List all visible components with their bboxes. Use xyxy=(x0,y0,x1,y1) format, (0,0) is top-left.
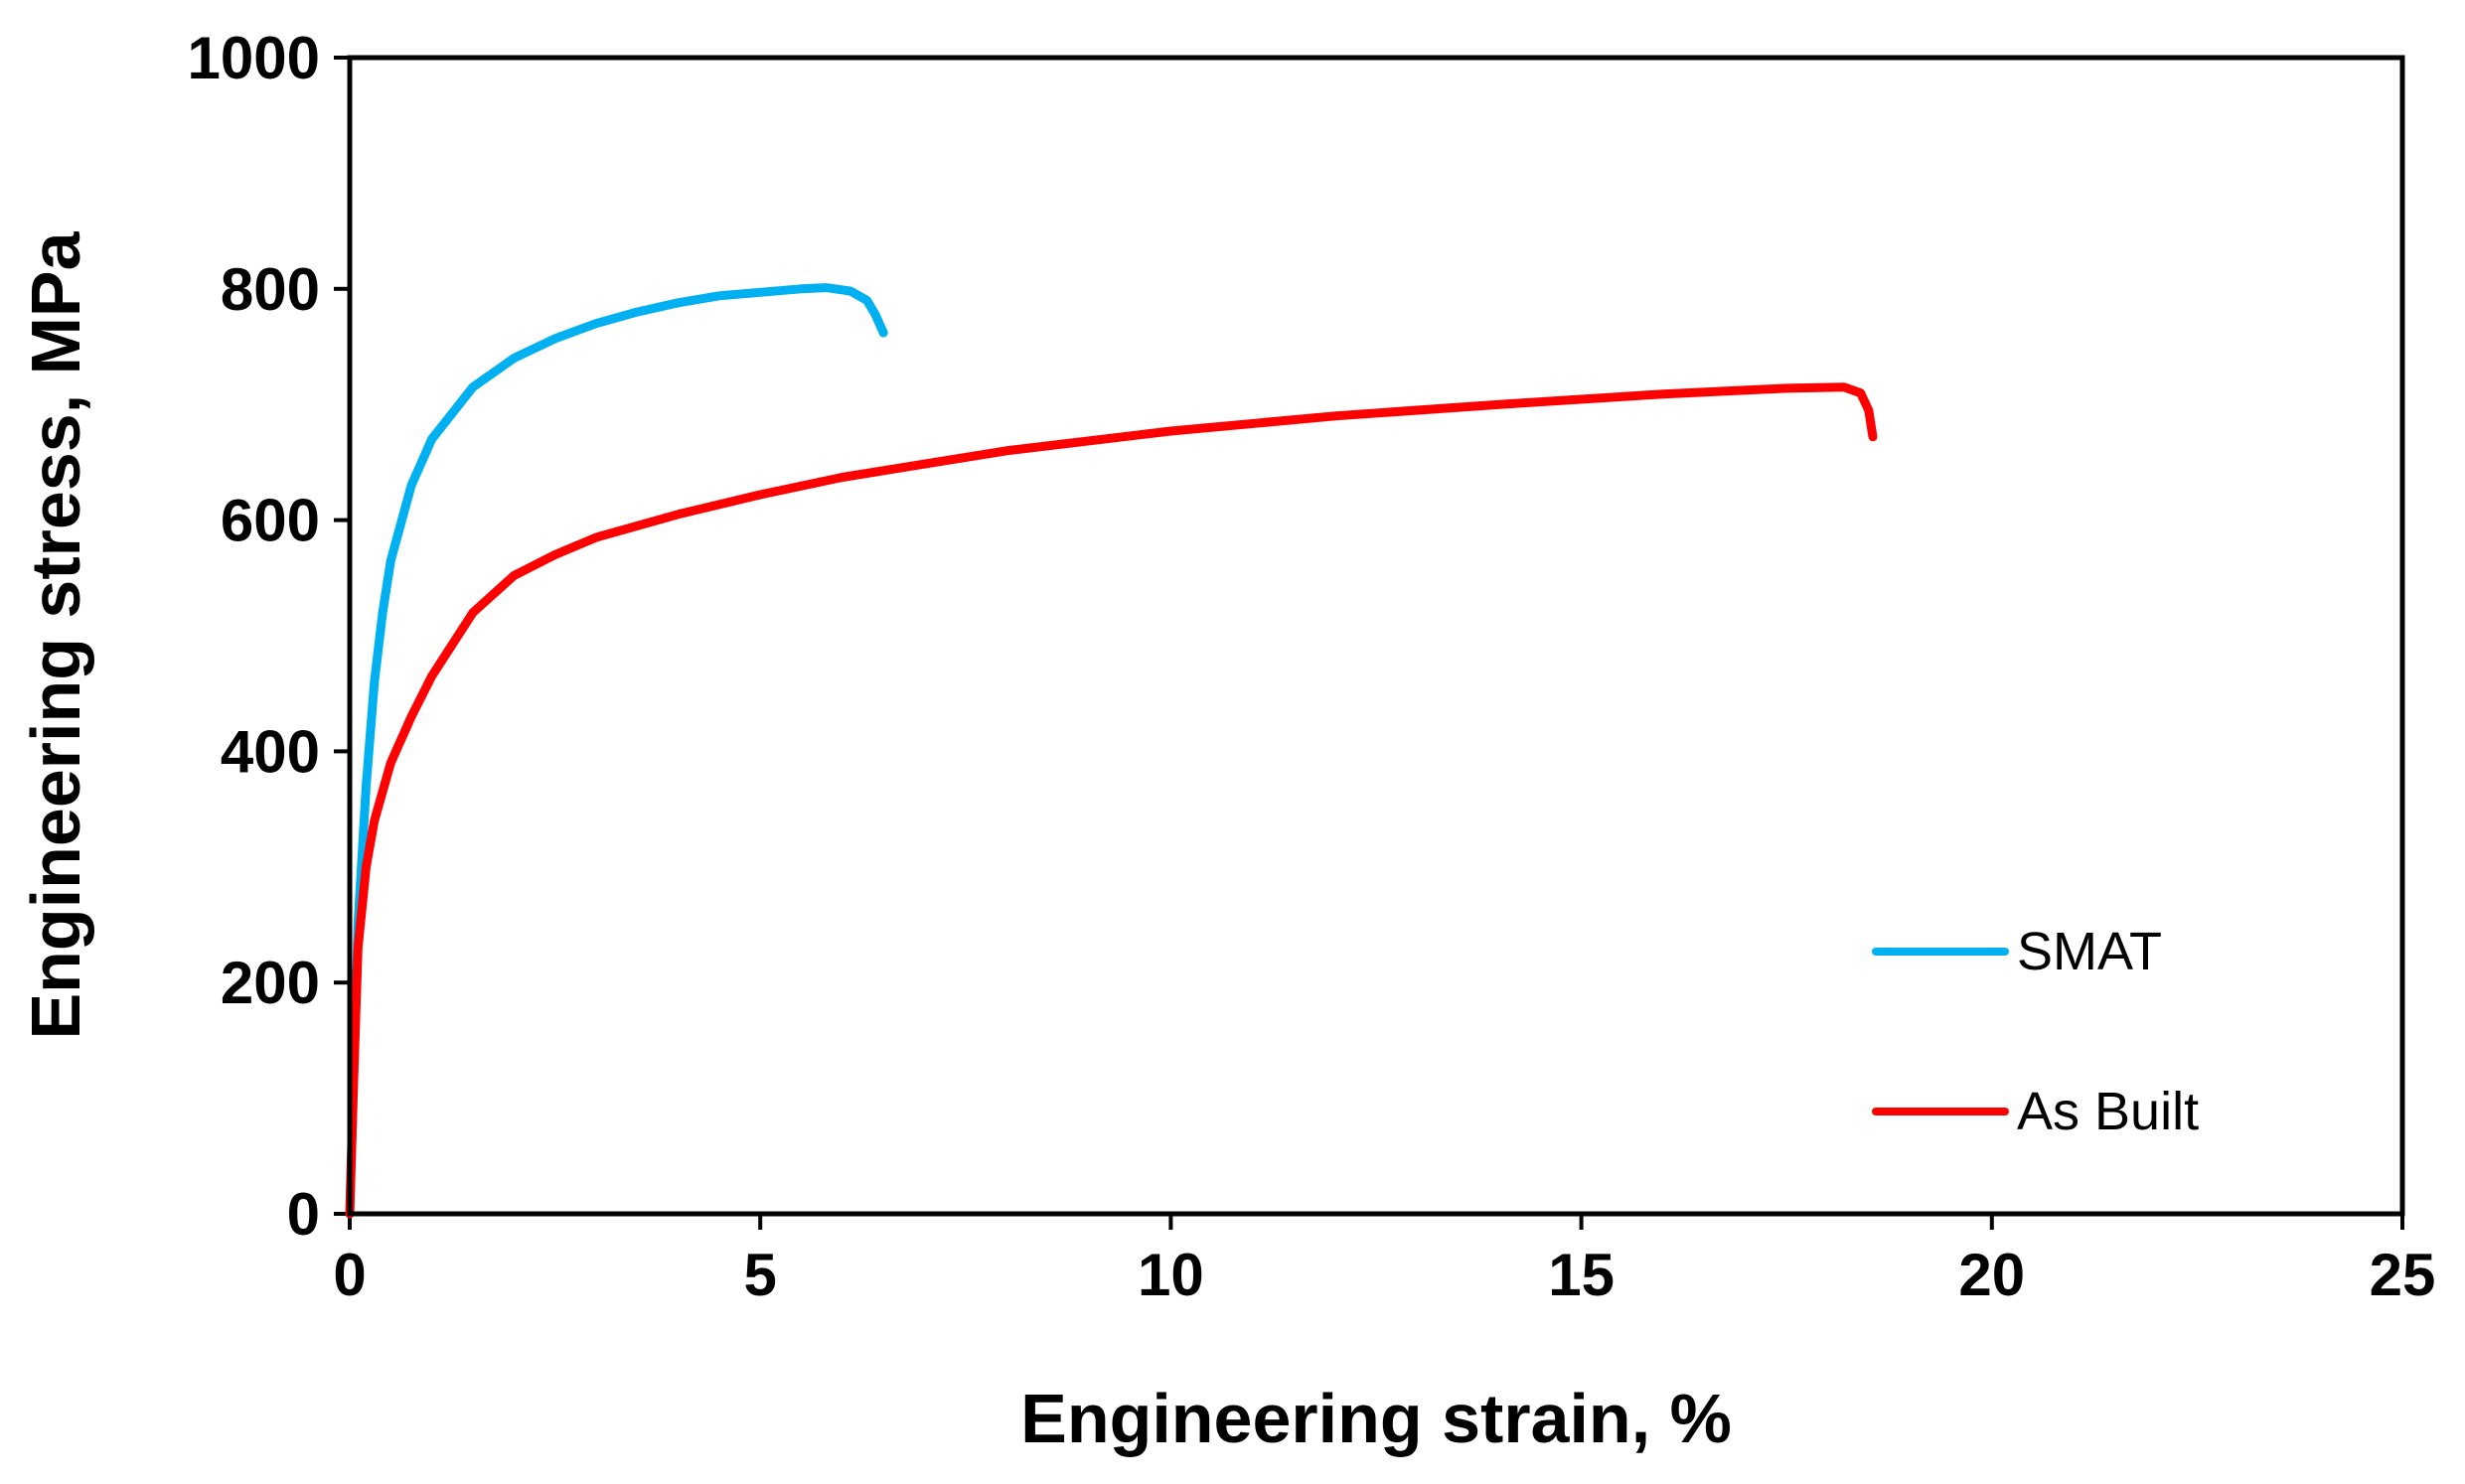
x-axis-title: Engineering strain, % xyxy=(1020,1380,1732,1457)
y-tick-label: 600 xyxy=(221,488,320,554)
legend-label-as-built: As Built xyxy=(2017,1082,2199,1141)
y-tick-label: 400 xyxy=(221,718,320,785)
y-axis-ticks: 0 200 400 600 800 1000 xyxy=(188,25,350,1248)
y-tick-label: 0 xyxy=(287,1181,320,1248)
series-line-smat xyxy=(345,283,888,1219)
x-tick-label: 25 xyxy=(2370,1242,2436,1308)
plot-area-frame xyxy=(347,55,2405,1217)
x-tick-label: 20 xyxy=(1958,1242,2025,1308)
x-tick-label: 0 xyxy=(333,1242,366,1308)
x-tick-label: 10 xyxy=(1138,1242,1204,1308)
y-tick-label: 1000 xyxy=(188,25,320,91)
y-tick-label: 800 xyxy=(221,256,320,323)
y-tick-label: 200 xyxy=(221,950,320,1016)
y-axis-title: Engineering stress, MPa xyxy=(17,230,94,1039)
series-layer xyxy=(345,283,1878,1219)
legend-label-smat: SMAT xyxy=(2017,922,2162,981)
x-tick-label: 5 xyxy=(744,1242,777,1308)
series-line-as-built xyxy=(345,382,1878,1219)
x-axis-ticks: 0 5 10 15 20 25 xyxy=(333,1214,2435,1308)
x-tick-label: 15 xyxy=(1548,1242,1615,1308)
legend: SMAT As Built xyxy=(1872,922,2199,1141)
